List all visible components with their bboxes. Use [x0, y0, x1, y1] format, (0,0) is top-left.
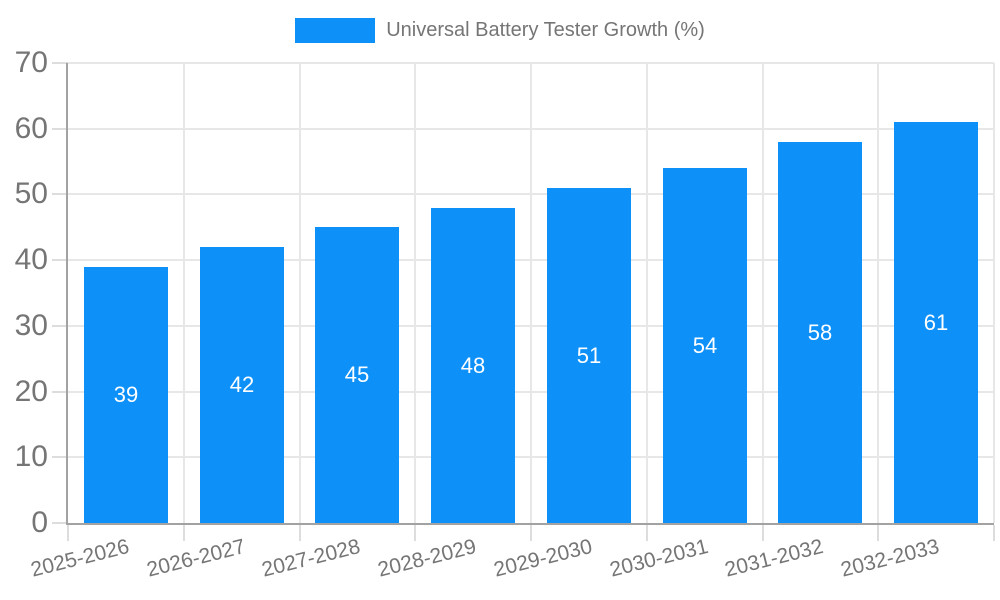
- x-gridline: [530, 63, 532, 523]
- x-axis-tick: [877, 525, 880, 541]
- y-axis-tick-label: 0: [31, 506, 48, 539]
- bar-2029-2030: 51: [547, 188, 631, 523]
- y-axis-tick: [52, 127, 68, 130]
- y-axis-tick-label: 30: [14, 308, 48, 342]
- bar-value-label: 48: [460, 352, 486, 378]
- bar-value-label: 58: [807, 319, 833, 345]
- x-axis-line: [66, 523, 994, 525]
- bar-2026-2027: 42: [200, 247, 284, 523]
- bar-value-label: 39: [113, 382, 139, 407]
- bar-2032-2033: 61: [894, 122, 978, 523]
- x-axis-tick: [530, 525, 532, 541]
- bar-value-label: 54: [692, 332, 718, 358]
- bar-2031-2032: 58: [778, 142, 862, 523]
- x-gridline: [761, 63, 764, 523]
- x-gridline: [645, 63, 648, 523]
- bar-value-label: 61: [923, 309, 949, 335]
- y-axis-tick: [52, 62, 68, 64]
- bar-value-label: 45: [344, 362, 370, 387]
- x-gridline: [182, 63, 185, 523]
- x-axis-tick: [67, 525, 69, 541]
- x-axis-tick: [645, 525, 648, 541]
- x-gridline: [877, 63, 880, 523]
- x-gridline: [298, 63, 301, 523]
- y-axis-tick: [52, 259, 68, 262]
- x-axis-tick: [414, 525, 417, 541]
- x-axis-tick: [298, 525, 301, 541]
- bar-2027-2028: 45: [315, 227, 399, 523]
- x-gridline: [414, 63, 417, 523]
- x-axis-tick: [761, 525, 764, 541]
- y-axis-tick-label: 70: [14, 46, 48, 79]
- y-axis-tick: [52, 456, 68, 459]
- y-axis-tick: [52, 324, 68, 327]
- x-gridline: [993, 63, 995, 523]
- y-axis-tick: [52, 522, 68, 524]
- chart-legend[interactable]: Universal Battery Tester Growth (%): [0, 18, 1000, 43]
- y-axis-tick: [52, 193, 68, 196]
- bar-2028-2029: 48: [431, 208, 515, 523]
- x-axis-tick: [993, 525, 995, 541]
- x-axis-tick: [182, 525, 185, 541]
- y-axis-tick-label: 50: [14, 177, 48, 211]
- y-axis-tick: [52, 390, 68, 393]
- bar-2025-2026: 39: [84, 267, 168, 523]
- y-axis-tick-label: 20: [14, 374, 48, 408]
- y-axis-tick-label: 10: [14, 440, 48, 474]
- bar-value-label: 42: [229, 372, 255, 397]
- legend-label: Universal Battery Tester Growth (%): [386, 19, 705, 41]
- y-axis-tick-label: 60: [14, 111, 48, 145]
- bar-2030-2031: 54: [663, 168, 747, 523]
- y-axis-tick-label: 40: [14, 243, 48, 277]
- y-axis-line: [66, 63, 68, 525]
- legend-swatch: [295, 18, 376, 43]
- bar-value-label: 51: [576, 342, 602, 368]
